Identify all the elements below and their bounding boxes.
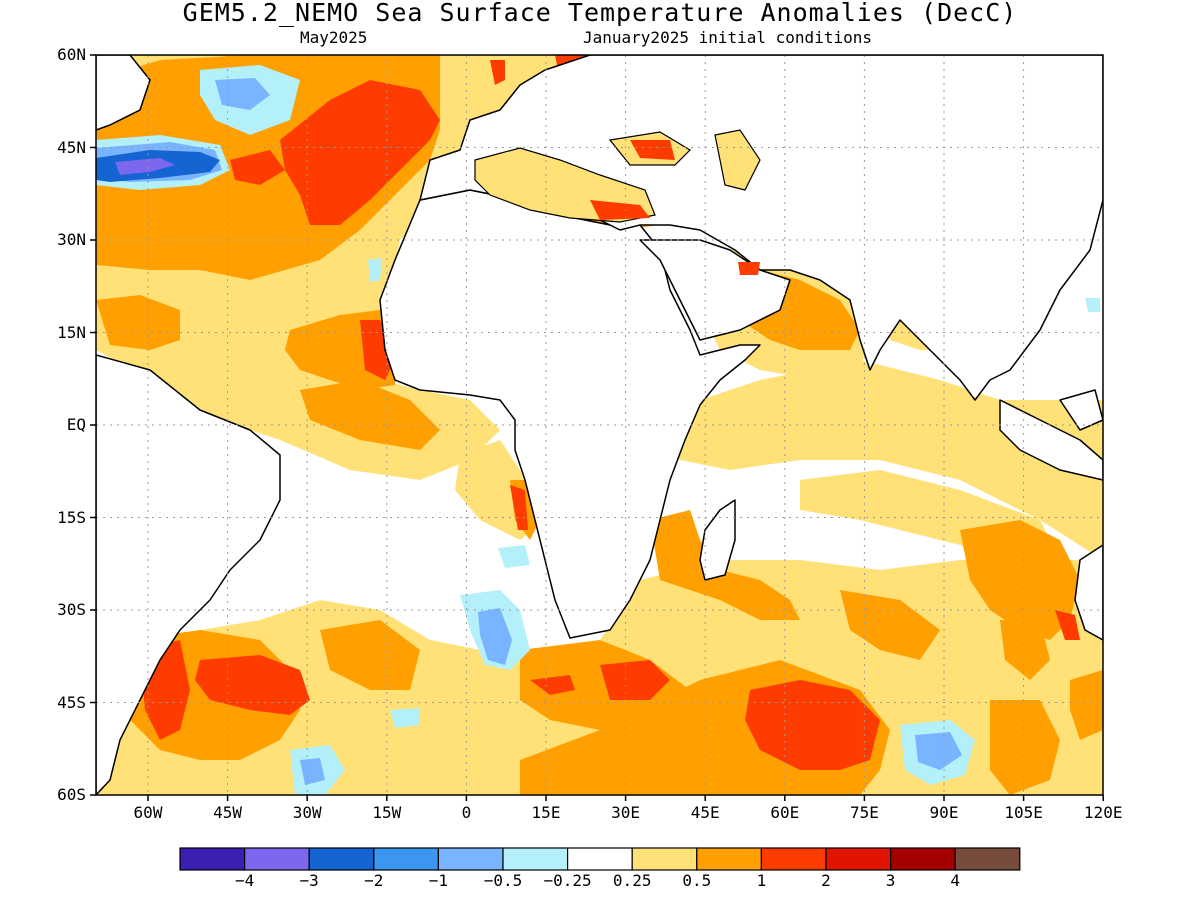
latitude-label: 30S xyxy=(57,600,86,619)
latitude-label: 45N xyxy=(57,137,86,157)
colorbar-label: −0.5 xyxy=(483,871,523,890)
colorbar-swatch xyxy=(373,847,439,871)
anomaly-fill-1-2 xyxy=(140,55,1080,770)
latitude-label: 45S xyxy=(57,692,86,712)
latitude-label: 15N xyxy=(57,322,86,342)
longitude-label: 60W xyxy=(133,803,163,822)
colorbar-swatch xyxy=(696,847,762,871)
colorbar-swatch xyxy=(566,847,633,871)
colorbar-label: −1 xyxy=(428,871,449,890)
colorbar-swatch xyxy=(889,847,956,871)
colorbar-swatch xyxy=(760,847,827,871)
colorbar-label: 1 xyxy=(756,871,767,890)
coastlines xyxy=(96,55,1103,795)
map-title: GEM5.2_NEMO Sea Surface Temperature Anom… xyxy=(182,0,1018,27)
colorbar-swatch xyxy=(825,847,892,871)
colorbar-label: 4 xyxy=(950,871,960,890)
longitude-label: 75E xyxy=(849,803,879,822)
longitude-label: 45W xyxy=(213,803,243,822)
anomaly-field xyxy=(96,55,1103,795)
graticule xyxy=(96,55,1103,795)
tick-marks xyxy=(90,54,1104,801)
colorbar-swatch xyxy=(502,847,569,871)
latitude-label: 30N xyxy=(57,230,86,249)
colorbar-swatch xyxy=(437,847,504,871)
colorbar-label: −2 xyxy=(364,871,384,890)
colorbar-swatch xyxy=(179,847,246,871)
initial-conditions-label: January2025 initial conditions xyxy=(583,28,872,47)
latitude-label: EQ xyxy=(66,415,86,434)
colorbar-swatch xyxy=(308,847,375,871)
colorbar-label: −4 xyxy=(234,871,255,890)
longitude-label: 30E xyxy=(611,803,641,822)
longitude-label: 0 xyxy=(461,803,472,822)
colorbar-label: 2 xyxy=(821,871,831,890)
colorbar-label: −3 xyxy=(299,871,319,890)
longitude-label: 105E xyxy=(1004,803,1043,822)
colorbar-swatch xyxy=(244,847,310,871)
colorbar-swatch xyxy=(631,847,698,871)
longitude-label: 15E xyxy=(531,803,561,822)
colorbar-swatch xyxy=(954,847,1021,871)
colorbar-label: 3 xyxy=(885,871,896,890)
longitude-label: 60E xyxy=(770,803,800,822)
inland-seas-warm xyxy=(590,140,760,275)
valid-month: May2025 xyxy=(300,28,368,47)
colorbar-label: −0.25 xyxy=(543,871,592,890)
anomaly-fill-neg-2 xyxy=(115,158,175,175)
longitude-label: 120E xyxy=(1083,803,1123,822)
longitude-label: 15W xyxy=(372,803,402,822)
colorbar-label: 0.25 xyxy=(612,871,652,890)
colorbar-label: 0.5 xyxy=(682,871,712,890)
longitude-label: 30W xyxy=(292,803,322,822)
longitude-label: 45E xyxy=(690,803,720,822)
colorbar xyxy=(179,847,1021,871)
longitude-label: 90E xyxy=(929,803,959,822)
latitude-label: 60N xyxy=(57,45,86,64)
latitude-label: 60S xyxy=(57,785,86,804)
latitude-label: 15S xyxy=(57,507,86,527)
